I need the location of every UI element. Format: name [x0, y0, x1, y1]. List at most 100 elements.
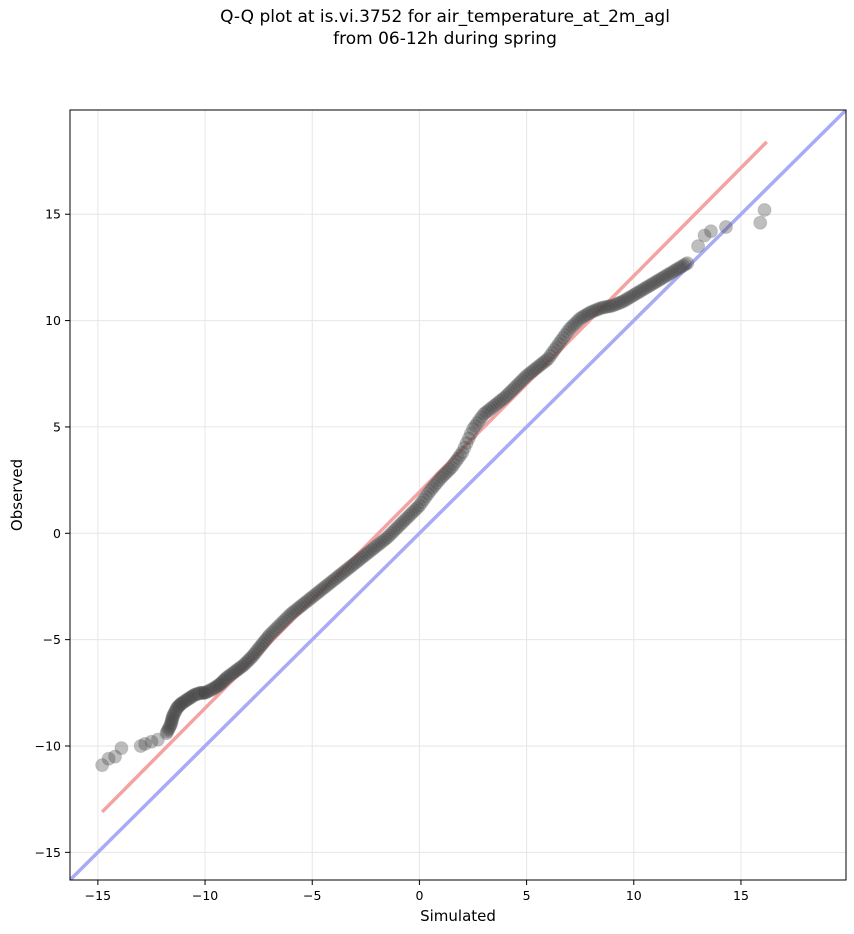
quantile-point — [643, 277, 658, 292]
quantile-point — [174, 696, 189, 711]
quantile-point — [635, 282, 650, 297]
quantile-point — [133, 738, 148, 753]
identity-line — [70, 110, 846, 880]
x-tick-label: −5 — [303, 888, 321, 903]
quantile-point — [658, 268, 673, 283]
quantile-point — [179, 693, 194, 708]
quantile-point — [564, 319, 579, 334]
quantile-point — [423, 483, 438, 498]
quantile-point — [213, 677, 228, 692]
quantile-point — [397, 513, 412, 528]
y-tick-label: 5 — [53, 419, 61, 434]
quantile-point — [191, 686, 206, 701]
quantile-point — [159, 726, 174, 741]
quantile-point — [466, 422, 481, 437]
quantile-point — [198, 685, 213, 700]
y-tick-label: 0 — [53, 526, 61, 541]
quantile-point — [440, 464, 455, 479]
quantile-point — [620, 291, 635, 306]
quantile-point — [318, 579, 333, 594]
x-tick-label: −15 — [85, 888, 111, 903]
quantile-point — [285, 605, 300, 620]
quantile-point — [165, 709, 180, 724]
quantile-point — [594, 300, 609, 315]
quantile-point — [233, 660, 248, 675]
quantile-point — [260, 630, 275, 645]
quantile-point — [448, 454, 463, 469]
quantile-point — [521, 367, 536, 382]
x-tick-label: 0 — [415, 888, 423, 903]
quantile-point — [451, 451, 465, 466]
quantile-point — [165, 712, 180, 727]
x-tick-label: −10 — [192, 888, 218, 903]
quantile-point — [678, 257, 693, 272]
quantile-point — [300, 593, 315, 608]
quantile-point — [226, 665, 241, 680]
quantile-point — [476, 407, 491, 422]
quantile-point — [182, 691, 197, 706]
quantile-point — [590, 302, 605, 317]
quantile-point — [470, 416, 485, 431]
quantile-point — [352, 552, 367, 567]
quantile-point — [607, 297, 622, 312]
quantile-point — [184, 689, 199, 704]
quantile-point — [502, 385, 517, 400]
quantile-point — [650, 274, 665, 289]
quantile-point — [626, 288, 641, 303]
quantile-point — [757, 202, 772, 217]
quantile-point — [545, 345, 560, 360]
quantile-point — [165, 710, 180, 725]
quantile-point — [216, 673, 231, 688]
quantile-point — [207, 680, 222, 695]
quantile-point — [186, 688, 201, 703]
quantile-point — [195, 685, 210, 700]
quantile-point — [350, 554, 365, 569]
quantile-point — [378, 532, 393, 547]
quantile-point — [172, 698, 187, 713]
quantile-point — [416, 492, 431, 507]
y-axis-label: Observed — [8, 459, 26, 531]
quantile-point — [214, 676, 229, 691]
quantile-point — [168, 704, 183, 719]
quantile-point — [523, 365, 538, 380]
quantile-point — [429, 476, 444, 491]
quantile-points — [95, 202, 772, 773]
quantile-point — [95, 758, 110, 773]
quantile-point — [231, 661, 246, 676]
quantile-point — [558, 328, 573, 343]
quantile-point — [229, 663, 244, 678]
y-tick-label: −5 — [43, 632, 61, 647]
quantile-point — [288, 603, 303, 618]
quantile-point — [290, 602, 305, 617]
quantile-point — [160, 724, 175, 739]
quantile-point — [273, 617, 288, 632]
quantile-point — [680, 256, 695, 271]
quantile-point — [646, 276, 661, 291]
quantile-point — [453, 448, 468, 463]
quantile-point — [178, 693, 193, 708]
quantile-point — [579, 307, 594, 322]
quantile-point — [613, 295, 628, 310]
quantile-point — [161, 722, 176, 737]
quantile-point — [163, 717, 178, 732]
quantile-point — [472, 413, 487, 428]
quantile-point — [203, 683, 218, 698]
quantile-point — [624, 289, 639, 304]
quantile-point — [718, 219, 733, 234]
quantile-point — [196, 685, 211, 700]
quantile-point — [463, 426, 478, 441]
quantile-point — [547, 342, 562, 357]
quantile-point — [515, 373, 530, 388]
quantile-point — [236, 658, 251, 673]
quantile-point — [309, 586, 324, 601]
quantile-point — [275, 615, 290, 630]
quantile-point — [577, 308, 592, 323]
quantile-point — [330, 569, 345, 584]
quantile-point — [167, 705, 182, 720]
quantile-point — [253, 639, 268, 654]
quantile-point — [189, 687, 204, 702]
quantile-point — [390, 519, 405, 534]
quantile-point — [697, 228, 712, 243]
quantile-point — [485, 400, 500, 415]
quantile-point — [588, 303, 603, 318]
